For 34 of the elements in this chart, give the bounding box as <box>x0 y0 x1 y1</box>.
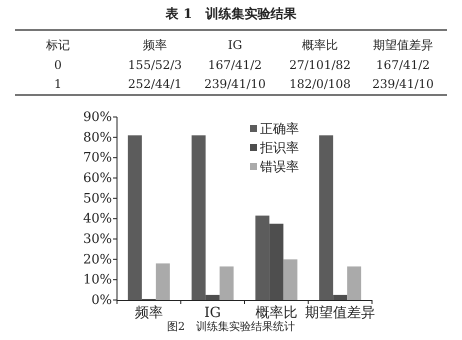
caption: 图2 训练集实验结果统计 <box>167 320 295 333</box>
text: 表 1 训练集实验结果 <box>164 6 298 22</box>
category-label: 0 <box>54 58 62 72</box>
y-tick-label: 30% <box>83 232 112 247</box>
category-label: IG <box>228 38 242 52</box>
category-label: 概率比 <box>302 38 338 52</box>
text: 167/41/2 <box>208 58 262 72</box>
text: 239/41/10 <box>372 77 434 91</box>
x-tick-label: IG <box>204 305 221 321</box>
text: 252/44/1 <box>128 77 182 91</box>
legend-label: 拒识率 <box>259 140 299 156</box>
y-tick-label: 80% <box>83 130 112 146</box>
x-tick-label: 期望值差异 <box>305 305 376 321</box>
text: 27/101/82 <box>289 58 351 72</box>
y-tick-label: 70% <box>83 150 112 166</box>
y-tick-label: 20% <box>83 252 112 268</box>
text: 239/41/10 <box>204 77 266 91</box>
category-label: 期望值差异 <box>373 38 433 52</box>
category-label: 1 <box>54 77 62 91</box>
text: 155/52/3 <box>128 58 182 72</box>
legend-label: 正确率 <box>260 121 299 137</box>
y-tick-label: 40% <box>83 212 112 227</box>
y-tick-label: 10% <box>83 272 112 288</box>
y-tick-label: 60% <box>83 171 112 186</box>
text: 167/41/2 <box>376 58 430 72</box>
x-tick-label: 概率比 <box>255 305 298 321</box>
x-tick-label: 频率 <box>134 305 163 321</box>
y-tick-label: 90% <box>83 110 112 125</box>
text: 标记 <box>45 38 70 52</box>
y-tick-label: 50% <box>83 191 112 206</box>
category-label: 频率 <box>143 38 167 52</box>
legend-label: 错误率 <box>259 159 299 175</box>
text: 182/0/108 <box>289 77 351 91</box>
y-tick-label: 0% <box>91 293 112 308</box>
